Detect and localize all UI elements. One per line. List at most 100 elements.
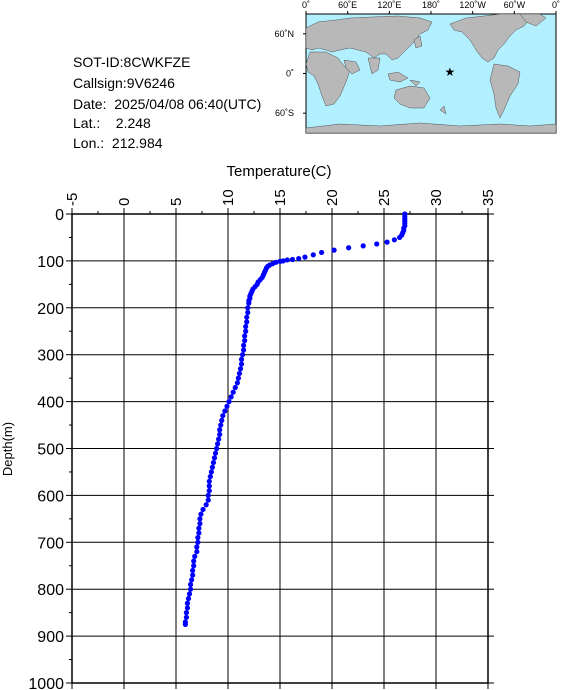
data-point: [224, 403, 230, 409]
data-point: [346, 245, 352, 251]
data-point: [374, 241, 380, 247]
data-point: [402, 223, 408, 229]
map-side-label: 0˚: [286, 69, 294, 79]
data-point: [182, 619, 188, 625]
data-point: [234, 380, 240, 386]
x-tick-label: 5: [168, 198, 185, 206]
data-point: [243, 328, 249, 334]
x-tick-label: 15: [272, 189, 289, 206]
map-land: [305, 13, 557, 134]
callsign-label: Callsign:9V6246: [73, 75, 175, 91]
plot-frame: [71, 213, 489, 684]
y-tick-label: 700: [37, 535, 64, 552]
data-point: [246, 300, 252, 306]
map-top-label: 0˚: [302, 0, 310, 10]
data-point: [218, 422, 224, 428]
data-point: [190, 572, 196, 578]
y-tick-label: 300: [37, 348, 64, 365]
x-tick-label: 25: [376, 189, 393, 206]
data-point: [203, 502, 209, 508]
data-point: [194, 544, 200, 550]
data-point: [289, 256, 296, 263]
data-point: [220, 413, 226, 419]
data-point: [184, 600, 191, 606]
x-tick-label: 10: [220, 189, 237, 206]
data-point: [246, 298, 252, 304]
data-point: [263, 265, 270, 271]
data-point: [197, 516, 203, 522]
data-point: [244, 319, 250, 325]
y-tick-label: 0: [55, 207, 64, 224]
data-point: [239, 352, 246, 358]
data-point: [196, 525, 202, 531]
data-point: [186, 591, 193, 597]
data-point: [310, 252, 316, 258]
map-top-label: 120˚W: [459, 0, 486, 10]
data-point: [212, 450, 219, 456]
data-point: [205, 492, 211, 498]
data-point: [384, 239, 390, 245]
data-point: [190, 567, 196, 574]
data-point: [235, 375, 241, 381]
map-side-label: 60˚S: [275, 108, 294, 118]
x-tick-label: -5: [64, 193, 81, 206]
data-point: [185, 595, 192, 602]
data-point: [217, 427, 223, 433]
data-point: [319, 249, 325, 256]
y-tick-label: 900: [37, 629, 64, 646]
data-point: [230, 389, 236, 395]
data-point: [241, 342, 247, 348]
world-map: 0˚ 60˚E 120˚E 180˚ 120˚W 60˚W 0˚ 60˚N 0˚ 60˚S ★: [274, 0, 560, 134]
data-point: [198, 511, 204, 517]
data-point: [402, 218, 408, 224]
data-point: [213, 445, 220, 452]
position-marker: ★: [445, 65, 456, 79]
data-point: [402, 211, 408, 217]
data-point: [207, 474, 213, 480]
y-tick-label: 1000: [28, 676, 64, 690]
data-point: [205, 497, 211, 503]
data-point: [254, 281, 260, 287]
data-point: [191, 558, 197, 564]
map-top-label: 60˚W: [504, 0, 526, 10]
data-point: [402, 213, 408, 219]
data-point: [400, 230, 406, 236]
data-point: [187, 581, 194, 588]
data-point: [208, 469, 214, 475]
y-tick-label: 100: [37, 254, 64, 271]
data-point: [249, 288, 255, 294]
data-point: [182, 621, 188, 627]
x-tick-label: 35: [480, 189, 497, 206]
data-point: [200, 506, 206, 513]
data-point: [248, 291, 254, 297]
data-point: [184, 605, 191, 611]
data-point: [244, 314, 250, 320]
map-top-label: 180˚: [422, 0, 440, 10]
data-point: [391, 237, 397, 243]
data-point: [189, 577, 195, 583]
data-point: [222, 408, 228, 414]
data-point: [262, 267, 269, 273]
sot-id-label: SOT-ID:8CWKFZE: [73, 54, 191, 70]
data-point: [216, 436, 222, 442]
x-axis-title: Temperature(C): [226, 163, 331, 180]
data-point: [243, 323, 249, 330]
data-point: [255, 279, 261, 285]
data-point: [252, 284, 258, 290]
x-tick-label: 0: [116, 198, 133, 206]
data-point: [260, 272, 266, 278]
lon-label: Lon.: 212.984: [73, 135, 163, 151]
data-point: [284, 257, 290, 263]
data-point: [245, 305, 251, 311]
data-point: [264, 263, 271, 270]
data-point: [397, 234, 403, 241]
data-point: [273, 259, 279, 265]
map-top-label: 60˚E: [338, 0, 357, 10]
data-point: [360, 243, 366, 249]
data-point: [197, 520, 203, 527]
data-point: [261, 270, 267, 276]
data-point: [183, 614, 189, 620]
data-point: [195, 535, 201, 541]
map-top-label: 0˚: [552, 0, 560, 10]
map-top-label: 120˚E: [377, 0, 401, 10]
